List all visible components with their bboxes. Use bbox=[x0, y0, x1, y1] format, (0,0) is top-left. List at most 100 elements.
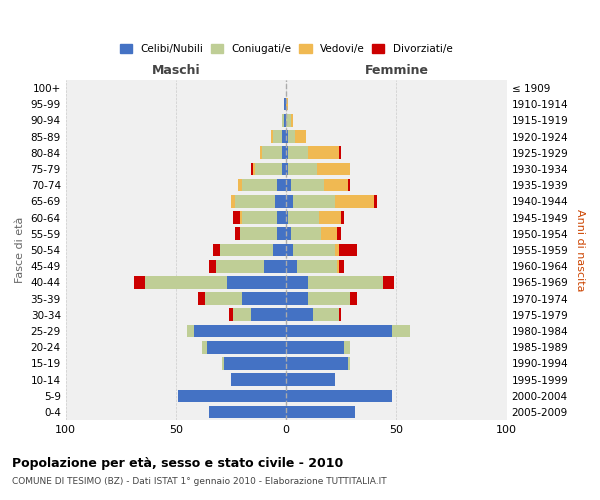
Bar bbox=[383, 276, 394, 288]
Bar bbox=[335, 244, 339, 256]
Bar bbox=[231, 195, 235, 207]
Text: COMUNE DI TESIMO (BZ) - Dati ISTAT 1° gennaio 2010 - Elaborazione TUTTITALIA.IT: COMUNE DI TESIMO (BZ) - Dati ISTAT 1° ge… bbox=[12, 478, 386, 486]
Bar bbox=[308, 146, 339, 159]
Bar bbox=[286, 98, 289, 110]
Bar bbox=[264, 260, 286, 272]
Bar bbox=[233, 212, 240, 224]
Bar bbox=[202, 341, 207, 353]
Bar bbox=[282, 162, 286, 175]
Bar bbox=[194, 324, 286, 338]
Bar bbox=[392, 324, 410, 338]
Bar bbox=[207, 341, 286, 353]
Text: Popolazione per età, sesso e stato civile - 2010: Popolazione per età, sesso e stato civil… bbox=[12, 458, 343, 470]
Bar bbox=[256, 162, 282, 175]
Bar bbox=[235, 228, 240, 240]
Bar bbox=[205, 292, 242, 305]
Bar bbox=[286, 341, 344, 353]
Bar bbox=[275, 195, 286, 207]
Bar bbox=[293, 244, 335, 256]
Bar bbox=[348, 357, 350, 370]
Bar bbox=[282, 146, 286, 159]
Bar bbox=[339, 260, 344, 272]
Bar bbox=[238, 179, 242, 192]
Bar bbox=[286, 276, 308, 288]
Bar bbox=[260, 146, 262, 159]
Bar bbox=[227, 276, 286, 288]
Bar bbox=[282, 114, 284, 126]
Bar bbox=[290, 114, 293, 126]
Legend: Celibi/Nubili, Coniugati/e, Vedovi/e, Divorziati/e: Celibi/Nubili, Coniugati/e, Vedovi/e, Di… bbox=[117, 41, 455, 57]
Bar bbox=[286, 130, 289, 143]
Bar bbox=[242, 212, 277, 224]
Bar bbox=[251, 162, 253, 175]
Bar bbox=[286, 212, 289, 224]
Bar bbox=[277, 179, 286, 192]
Bar bbox=[240, 228, 277, 240]
Bar bbox=[222, 357, 224, 370]
Bar bbox=[209, 406, 286, 418]
Bar bbox=[209, 260, 215, 272]
Text: Maschi: Maschi bbox=[152, 64, 200, 78]
Bar bbox=[220, 244, 273, 256]
Bar bbox=[187, 324, 194, 338]
Bar bbox=[286, 390, 392, 402]
Bar bbox=[339, 146, 341, 159]
Bar bbox=[286, 228, 290, 240]
Bar bbox=[253, 162, 256, 175]
Bar bbox=[235, 195, 275, 207]
Bar bbox=[289, 146, 308, 159]
Bar bbox=[273, 130, 282, 143]
Bar bbox=[242, 179, 277, 192]
Bar bbox=[286, 374, 335, 386]
Bar bbox=[286, 308, 313, 321]
Bar bbox=[295, 130, 306, 143]
Bar bbox=[262, 146, 282, 159]
Bar bbox=[271, 130, 273, 143]
Bar bbox=[251, 308, 286, 321]
Bar bbox=[286, 114, 290, 126]
Bar bbox=[289, 130, 295, 143]
Bar bbox=[286, 406, 355, 418]
Bar bbox=[273, 244, 286, 256]
Bar bbox=[134, 276, 145, 288]
Bar bbox=[233, 308, 251, 321]
Y-axis label: Fasce di età: Fasce di età bbox=[15, 217, 25, 283]
Bar bbox=[290, 228, 322, 240]
Bar bbox=[284, 98, 286, 110]
Bar bbox=[335, 195, 374, 207]
Bar bbox=[242, 292, 286, 305]
Bar bbox=[231, 374, 286, 386]
Bar bbox=[286, 146, 289, 159]
Bar bbox=[322, 228, 337, 240]
Bar bbox=[313, 308, 339, 321]
Bar bbox=[339, 308, 341, 321]
Bar bbox=[293, 195, 335, 207]
Bar bbox=[348, 179, 350, 192]
Bar bbox=[178, 390, 286, 402]
Bar bbox=[323, 179, 348, 192]
Text: Femmine: Femmine bbox=[364, 64, 428, 78]
Bar bbox=[286, 179, 290, 192]
Bar bbox=[282, 130, 286, 143]
Bar bbox=[317, 162, 350, 175]
Bar bbox=[286, 162, 289, 175]
Bar bbox=[289, 162, 317, 175]
Bar bbox=[286, 357, 348, 370]
Bar bbox=[286, 324, 392, 338]
Bar bbox=[289, 212, 319, 224]
Bar bbox=[277, 228, 286, 240]
Bar bbox=[224, 357, 286, 370]
Bar bbox=[286, 195, 293, 207]
Bar bbox=[240, 212, 242, 224]
Bar bbox=[286, 244, 293, 256]
Bar bbox=[284, 114, 286, 126]
Bar bbox=[229, 308, 233, 321]
Bar bbox=[337, 228, 341, 240]
Bar bbox=[344, 341, 350, 353]
Bar bbox=[297, 260, 337, 272]
Bar bbox=[277, 212, 286, 224]
Bar bbox=[341, 212, 344, 224]
Bar bbox=[198, 292, 205, 305]
Bar bbox=[308, 276, 383, 288]
Bar bbox=[308, 292, 350, 305]
